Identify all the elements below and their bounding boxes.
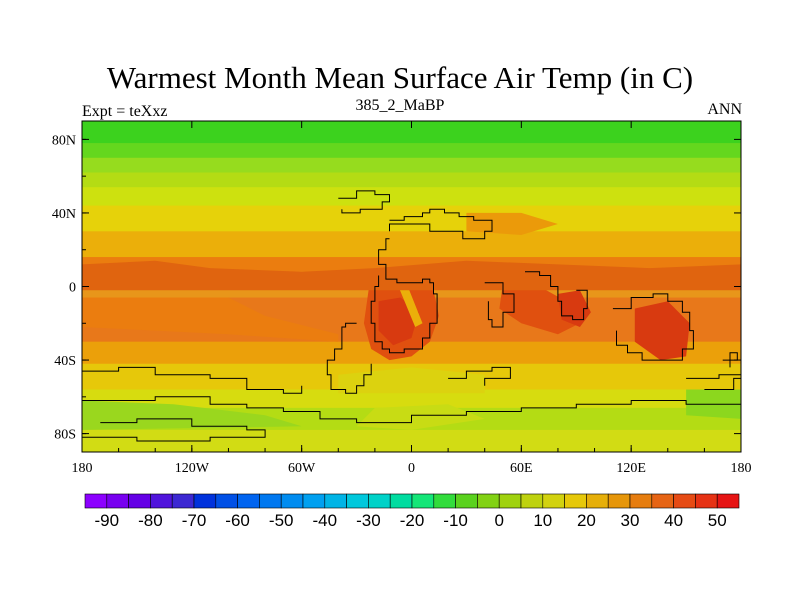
colorbar-box-16 <box>433 493 456 509</box>
temp-band-3 <box>82 172 741 188</box>
y-tick-label: 40N <box>52 207 76 222</box>
colorbar-box-7 <box>237 493 260 509</box>
colorbar-box-20 <box>520 493 544 509</box>
colorbar-box-24 <box>607 493 631 509</box>
colorbar-box-22 <box>564 493 587 509</box>
map-fields <box>82 121 741 452</box>
period-label: 385_2_MaBP <box>355 97 445 114</box>
x-tick-label: 0 <box>408 461 415 476</box>
colorbar-label: -50 <box>269 511 294 530</box>
temp-region-south-atlantic-cool <box>338 367 485 394</box>
colorbar-box-0 <box>84 493 108 509</box>
colorbar-box-26 <box>651 493 674 509</box>
colorbar-box-6 <box>215 493 238 509</box>
coastline-10 <box>686 374 741 390</box>
coastline-5 <box>82 396 741 424</box>
coastline-3 <box>525 271 588 321</box>
colorbar-label: -20 <box>400 511 425 530</box>
colorbar-label: 20 <box>577 511 596 530</box>
y-tick-label: 40S <box>54 354 76 369</box>
colorbar-label: 30 <box>621 511 640 530</box>
x-tick-label: 120E <box>616 461 646 476</box>
colorbar-label: 10 <box>533 511 552 530</box>
colorbar-box-1 <box>106 493 129 509</box>
temp-region-antarctic-patch <box>356 404 485 430</box>
temp-region-australia-hot <box>634 301 690 361</box>
season-label: ANN <box>707 101 742 118</box>
x-tick-label: 60W <box>288 461 316 476</box>
y-tick-label: 80S <box>54 428 76 443</box>
colorbar-box-18 <box>477 493 500 509</box>
colorbar-box-28 <box>695 493 718 509</box>
coastline-12 <box>484 282 515 328</box>
x-tick-label: 120W <box>175 461 210 476</box>
colorbar-label: -90 <box>95 511 120 530</box>
colorbar-box-27 <box>673 493 696 509</box>
coastline-9 <box>448 366 511 386</box>
coastline-6 <box>82 418 266 442</box>
temp-band-5 <box>82 205 741 232</box>
colorbar-label: -10 <box>443 511 468 530</box>
coastline-1 <box>370 238 438 354</box>
temp-band-4 <box>82 187 741 207</box>
colorbar-label: -60 <box>225 511 250 530</box>
colorbar-box-8 <box>259 493 282 509</box>
coastline-11 <box>722 352 738 368</box>
temp-region-india-hot <box>557 290 591 327</box>
temp-region-east-pacific-band <box>82 297 339 342</box>
colorbar-box-9 <box>280 493 304 509</box>
temp-band-0 <box>82 121 741 144</box>
colorbar: -90 -80 -70 -60 -50 -40 -30 -20 -10 0 10 20 30 40 50 <box>84 493 740 530</box>
temp-region-africa-streak <box>396 282 423 327</box>
temp-region-middle-east-warm <box>466 212 558 235</box>
colorbar-box-19 <box>498 493 522 509</box>
colorbar-box-25 <box>629 493 653 509</box>
map-axes: 180 120W 60W 0 60E 120E 180 80N 40N 0 40S 80S <box>52 121 752 476</box>
colorbar-box-12 <box>346 493 369 509</box>
colorbar-box-17 <box>455 493 478 509</box>
colorbar-box-10 <box>302 493 326 509</box>
colorbar-box-15 <box>411 493 435 509</box>
x-tick-label: 180 <box>72 461 93 476</box>
colorbar-box-4 <box>171 493 195 509</box>
temp-band-1 <box>82 143 741 159</box>
colorbar-box-21 <box>542 493 565 509</box>
y-tick-label: 80N <box>52 133 76 148</box>
colorbar-box-13 <box>368 493 391 509</box>
coastline-4 <box>612 293 694 361</box>
coastline-2 <box>326 322 372 394</box>
colorbar-box-29 <box>716 493 740 509</box>
colorbar-box-2 <box>128 493 151 509</box>
colorbar-box-5 <box>193 493 217 509</box>
temp-region-indian-hot <box>499 282 580 335</box>
colorbar-label: -80 <box>138 511 163 530</box>
x-tick-label: 60E <box>510 461 533 476</box>
experiment-label: Expt = teXxz <box>82 103 168 120</box>
colorbar-label: 40 <box>664 511 683 530</box>
x-tick-label: 180 <box>731 461 752 476</box>
colorbar-box-23 <box>586 493 609 509</box>
temp-band-2 <box>82 157 741 173</box>
temp-region-tropics-north <box>82 260 741 291</box>
y-tick-label: 0 <box>69 281 76 296</box>
temp-band-12 <box>82 389 741 409</box>
colorbar-box-11 <box>324 493 347 509</box>
coastline-8 <box>82 366 303 394</box>
colorbar-label: -40 <box>313 511 338 530</box>
colorbar-box-14 <box>389 493 413 509</box>
map-plot-area <box>81 120 742 453</box>
colorbar-label: -70 <box>182 511 207 530</box>
colorbar-label: -30 <box>356 511 381 530</box>
colorbar-label: 0 <box>494 511 503 530</box>
colorbar-label: 50 <box>708 511 727 530</box>
coastline-0 <box>389 208 493 240</box>
coastline-7 <box>338 190 390 214</box>
temp-band-14 <box>82 429 741 452</box>
temp-band-6 <box>82 231 741 258</box>
colorbar-box-3 <box>150 493 173 509</box>
chart-title: Warmest Month Mean Surface Air Temp (in … <box>106 60 694 95</box>
